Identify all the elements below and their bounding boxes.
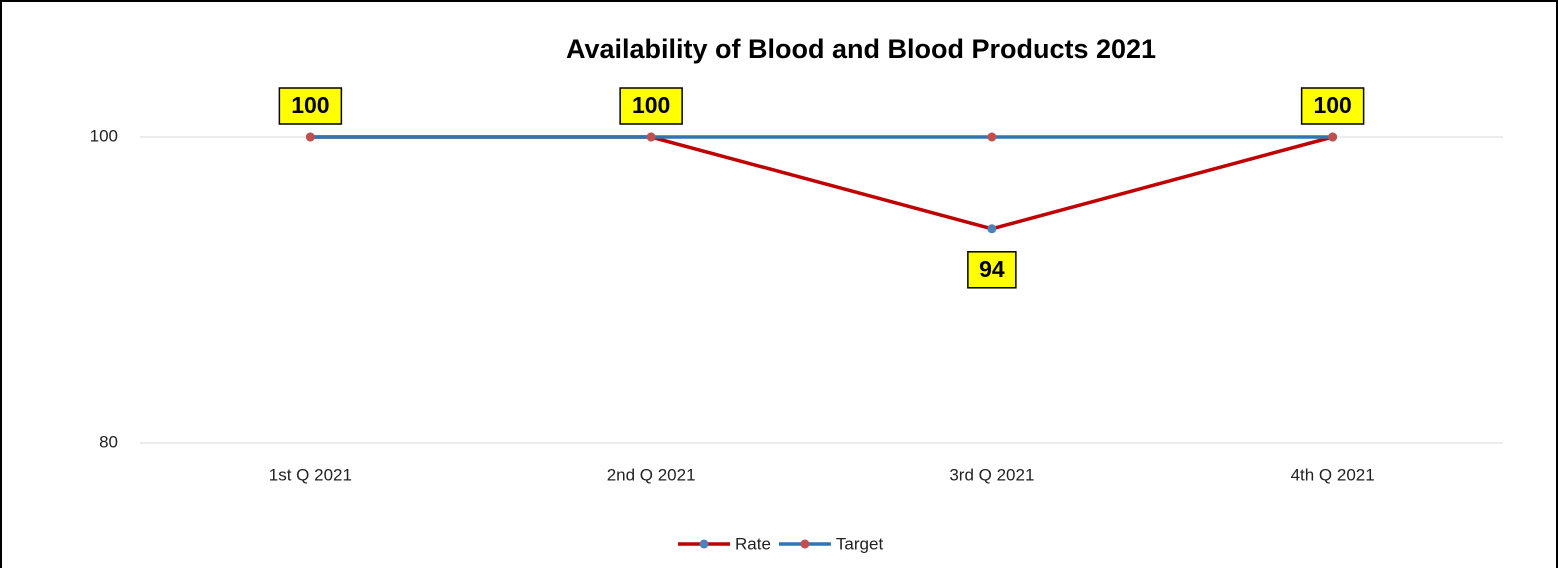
- legend-marker: [800, 539, 810, 549]
- legend-marker: [699, 539, 709, 549]
- x-tick-label: 3rd Q 2021: [949, 465, 1034, 484]
- legend-label: Rate: [735, 534, 771, 553]
- marker: [1328, 132, 1338, 142]
- marker: [987, 224, 997, 234]
- data-label-box: [967, 251, 1017, 289]
- x-tick-label: 2nd Q 2021: [607, 465, 696, 484]
- x-tick-label: 1st Q 2021: [269, 465, 352, 484]
- y-tick-label: 80: [99, 432, 118, 451]
- data-label-box: [1300, 87, 1365, 125]
- marker: [646, 132, 656, 142]
- marker: [305, 132, 315, 142]
- chart-title: Availability of Blood and Blood Products…: [566, 34, 1156, 64]
- x-tick-label: 4th Q 2021: [1291, 465, 1375, 484]
- y-tick-label: 100: [90, 126, 118, 145]
- data-label-box: [278, 87, 343, 125]
- data-label: 100: [632, 92, 670, 118]
- data-label: 100: [291, 92, 329, 118]
- legend-label: Target: [836, 534, 884, 553]
- marker: [987, 132, 997, 142]
- data-label-box: [619, 87, 683, 125]
- data-label: 94: [979, 256, 1005, 282]
- data-label: 100: [1313, 92, 1351, 118]
